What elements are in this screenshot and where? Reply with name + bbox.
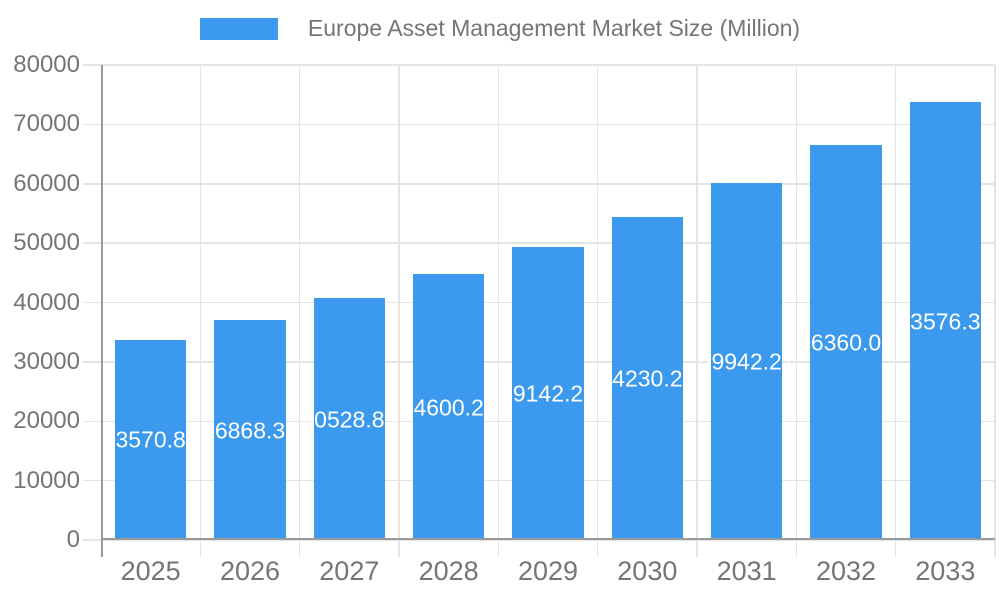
- x-tick-label-2027: 2027: [319, 556, 380, 586]
- y-tick-label: 80000: [13, 51, 80, 78]
- v-gridline: [298, 65, 301, 557]
- y-tick-label: 0: [66, 526, 80, 553]
- y-tick-label: 50000: [13, 229, 80, 257]
- bar-value-label: 33570.85: [102, 426, 199, 453]
- x-tick-label-2030: 2030: [617, 556, 678, 586]
- bar-2030[interactable]: [611, 217, 684, 539]
- bar-value-label: 40528.85: [301, 406, 398, 433]
- bar-2033[interactable]: [909, 102, 982, 539]
- v-gridline: [994, 65, 996, 557]
- v-gridline: [894, 65, 897, 557]
- bar-2027[interactable]: [313, 298, 386, 539]
- bar-value-label: 54230.23: [599, 365, 696, 392]
- bar-value-label: 44600.21: [400, 394, 497, 421]
- v-gridline: [398, 65, 400, 557]
- bar-2031[interactable]: [710, 183, 783, 539]
- bar-value-label: 36868.33: [202, 417, 298, 444]
- x-tick-label-2026: 2026: [219, 556, 281, 586]
- v-gridline: [596, 65, 599, 557]
- x-tick-label-2028: 2028: [418, 556, 479, 586]
- v-gridline: [497, 65, 500, 557]
- bar-2025[interactable]: [114, 339, 187, 539]
- x-tick-label-2032: 2032: [815, 556, 877, 586]
- h-gridline: [83, 64, 995, 66]
- bar-2026[interactable]: [214, 320, 286, 539]
- legend-swatch[interactable]: [199, 17, 278, 40]
- legend-label[interactable]: Europe Asset Management Market Size (Mil…: [307, 15, 801, 41]
- h-gridline: [83, 242, 995, 244]
- x-tick-label-2029: 2029: [517, 556, 579, 586]
- y-tick-label: 20000: [13, 407, 80, 435]
- x-tick-label-2031: 2031: [716, 556, 777, 586]
- h-gridline: [83, 183, 995, 185]
- v-gridline: [696, 65, 698, 557]
- x-tick-label-2033: 2033: [915, 556, 976, 586]
- bar-value-label: 59942.27: [698, 348, 795, 375]
- y-tick-label: 40000: [13, 288, 80, 316]
- bar-2028[interactable]: [412, 274, 485, 539]
- plot-area: 33570.85 36868.33 40528.85 44600.21 49142.23…: [83, 64, 996, 557]
- h-gridline: [83, 539, 995, 541]
- bar-2032[interactable]: [810, 145, 882, 539]
- v-gridline: [199, 65, 202, 557]
- bar-value-label: 73576.33: [897, 308, 994, 335]
- bar-2029[interactable]: [512, 247, 584, 539]
- bar-value-label: 66360.08: [798, 329, 894, 356]
- legend: Europe Asset Management Market Size (Mil…: [0, 15, 1000, 42]
- y-tick-label: 10000: [13, 466, 80, 494]
- bar-value-label: 49142.23: [500, 380, 596, 407]
- y-tick-label: 60000: [13, 169, 80, 197]
- y-tick-label: 70000: [13, 110, 80, 138]
- y-axis-line: [101, 65, 103, 557]
- x-tick-label-2025: 2025: [120, 556, 181, 586]
- v-gridline: [795, 65, 798, 557]
- h-gridline: [83, 123, 995, 126]
- x-axis-line: [101, 538, 995, 540]
- y-tick-label: 30000: [13, 347, 80, 375]
